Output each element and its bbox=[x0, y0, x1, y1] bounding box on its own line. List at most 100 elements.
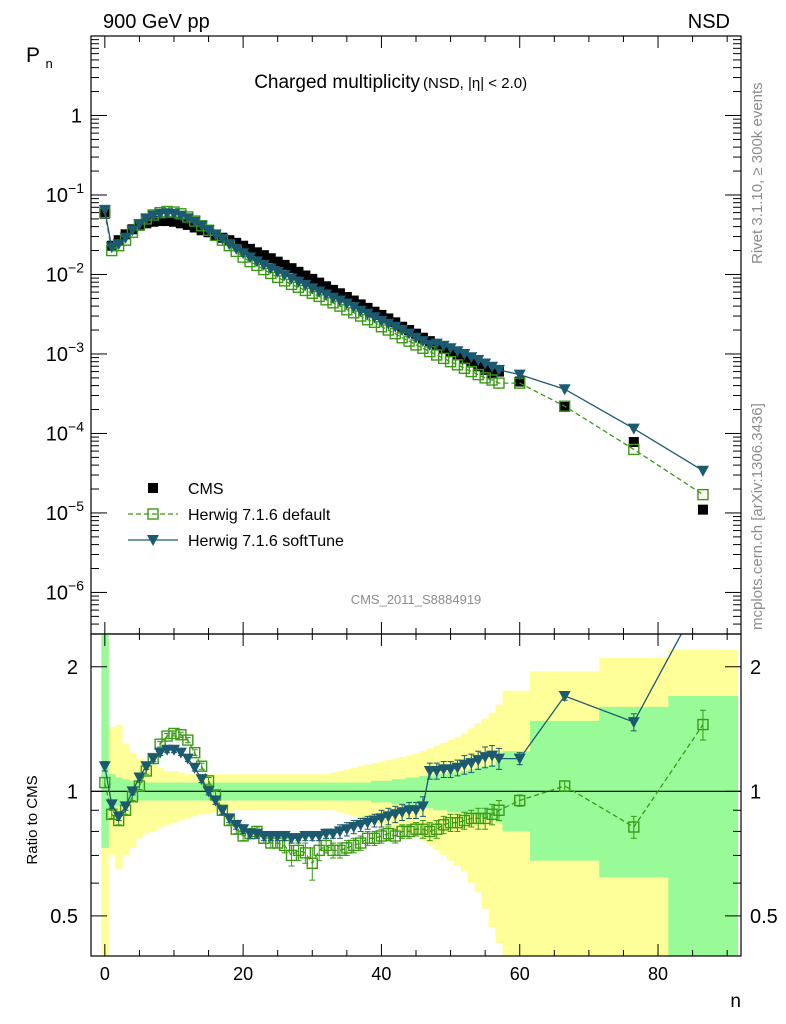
data-point bbox=[154, 747, 167, 759]
legend-label: CMS bbox=[188, 481, 224, 498]
data-point bbox=[628, 821, 640, 833]
data-point bbox=[126, 225, 139, 237]
data-point bbox=[175, 218, 186, 229]
data-point bbox=[465, 758, 478, 770]
data-point bbox=[237, 248, 250, 260]
data-point bbox=[410, 823, 422, 835]
data-point bbox=[479, 812, 491, 825]
inner-band bbox=[460, 770, 469, 815]
data-point bbox=[355, 299, 366, 310]
data-point bbox=[265, 253, 276, 264]
series-herwig-default bbox=[99, 205, 709, 501]
data-point bbox=[423, 339, 436, 351]
data-point bbox=[697, 504, 708, 515]
data-point bbox=[140, 761, 153, 773]
inner-band bbox=[454, 772, 462, 813]
mcplots-label: mcplots.cern.ch [arXiv:1306.3436] bbox=[749, 403, 766, 630]
legend-entry: CMS bbox=[148, 481, 224, 498]
data-point bbox=[431, 349, 443, 361]
data-point bbox=[333, 295, 346, 307]
series-cms bbox=[99, 208, 708, 515]
data-point bbox=[697, 589, 709, 600]
inner-band bbox=[419, 775, 427, 809]
y-tick-label: 10−5 bbox=[46, 498, 84, 525]
data-point bbox=[627, 423, 640, 435]
data-point bbox=[458, 759, 471, 771]
data-point bbox=[361, 308, 374, 320]
data-point bbox=[473, 361, 484, 372]
data-point bbox=[437, 819, 450, 831]
y-axis-label-sub: n bbox=[45, 56, 52, 71]
chart-subtitle: (NSD, |η| < 2.0) bbox=[423, 75, 527, 92]
data-point bbox=[627, 717, 640, 729]
data-point bbox=[181, 753, 194, 765]
data-point bbox=[430, 765, 443, 777]
data-point bbox=[375, 813, 388, 825]
data-point bbox=[376, 309, 387, 320]
data-point bbox=[361, 817, 374, 829]
data-point bbox=[286, 263, 297, 274]
y-tick-label: 10−1 bbox=[46, 180, 84, 207]
legend-marker bbox=[147, 535, 159, 546]
data-point bbox=[382, 318, 395, 330]
data-point bbox=[250, 256, 263, 268]
series-line bbox=[104, 724, 704, 865]
data-point bbox=[513, 753, 526, 765]
y-axis-label-main: P bbox=[26, 44, 40, 67]
data-point bbox=[444, 764, 457, 776]
data-point bbox=[188, 762, 201, 774]
y-tick-label: 10−3 bbox=[46, 339, 84, 366]
data-point bbox=[174, 747, 187, 759]
y-tick-label: 10−4 bbox=[46, 418, 84, 445]
data-point bbox=[245, 243, 256, 254]
data-point bbox=[105, 799, 118, 811]
data-point bbox=[340, 298, 353, 310]
data-point bbox=[202, 786, 215, 798]
data-point bbox=[458, 814, 471, 827]
data-point bbox=[368, 312, 381, 324]
legend-entry: Herwig 7.1.6 default bbox=[128, 507, 331, 524]
outer-band bbox=[495, 704, 503, 944]
data-point bbox=[238, 240, 249, 251]
data-point bbox=[362, 302, 373, 313]
data-point bbox=[492, 753, 505, 765]
uncertainty-bands bbox=[91, 634, 741, 956]
data-point bbox=[559, 402, 570, 413]
data-point bbox=[437, 352, 450, 365]
data-point bbox=[361, 832, 374, 845]
energy-label: 900 GeV pp bbox=[103, 11, 210, 33]
data-point bbox=[313, 286, 326, 298]
data-point bbox=[479, 372, 491, 384]
legend-entry: Herwig 7.1.6 softTune bbox=[128, 533, 344, 550]
data-point bbox=[334, 844, 346, 857]
data-point bbox=[424, 825, 436, 838]
y-tick-label-right: 0.5 bbox=[750, 906, 778, 928]
data-point bbox=[472, 368, 484, 381]
series-line bbox=[104, 210, 704, 496]
x-axis-label: n bbox=[730, 991, 741, 1012]
data-point bbox=[292, 833, 305, 845]
data-point bbox=[486, 361, 499, 373]
data-point bbox=[389, 321, 402, 333]
data-point bbox=[209, 795, 222, 807]
data-point bbox=[347, 821, 360, 833]
data-point bbox=[209, 229, 222, 241]
data-point bbox=[479, 358, 492, 370]
data-point bbox=[368, 832, 381, 845]
data-point bbox=[320, 289, 333, 301]
data-point bbox=[216, 233, 229, 245]
data-point bbox=[628, 443, 640, 456]
data-point bbox=[558, 780, 571, 792]
x-tick-label: 80 bbox=[648, 964, 668, 984]
data-point bbox=[375, 315, 388, 327]
legend-label: Herwig 7.1.6 softTune bbox=[188, 533, 344, 550]
data-point bbox=[181, 213, 194, 225]
data-point bbox=[195, 774, 208, 786]
inner-band bbox=[474, 767, 483, 817]
data-point bbox=[558, 384, 571, 396]
data-point bbox=[375, 830, 388, 842]
data-point bbox=[416, 801, 429, 813]
data-point bbox=[340, 824, 353, 836]
data-point bbox=[147, 753, 160, 765]
data-point bbox=[327, 844, 339, 857]
